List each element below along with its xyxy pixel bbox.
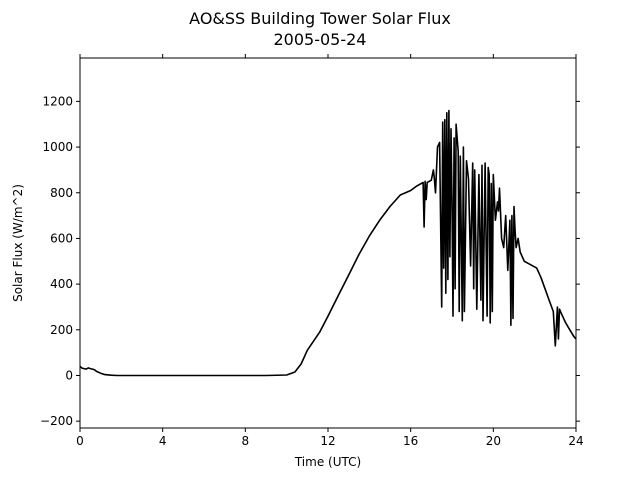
- y-tick-label: 800: [50, 186, 73, 200]
- y-axis-label: Solar Flux (W/m^2): [11, 184, 25, 302]
- axis-ticks: [76, 54, 580, 432]
- chart-subtitle: 2005-05-24: [274, 30, 367, 49]
- x-tick-label: 8: [242, 434, 250, 448]
- x-tick-label: 0: [76, 434, 84, 448]
- x-tick-label: 12: [320, 434, 335, 448]
- y-tick-label: 0: [65, 368, 73, 382]
- plot-frame: [79, 57, 577, 429]
- x-axis-label: Time (UTC): [294, 455, 361, 469]
- chart-title: AO&SS Building Tower Solar Flux: [189, 9, 451, 28]
- x-tick-label: 20: [486, 434, 501, 448]
- x-tick-label: 24: [568, 434, 583, 448]
- y-tick-label: 1000: [42, 140, 73, 154]
- y-tick-label: 1200: [42, 94, 73, 108]
- y-tick-label: −200: [40, 414, 73, 428]
- x-tick-label: 16: [403, 434, 418, 448]
- solar-flux-series-line: [80, 109, 576, 377]
- y-tick-label: 200: [50, 323, 73, 337]
- y-tick-label: 600: [50, 231, 73, 245]
- y-tick-label: 400: [50, 277, 73, 291]
- x-tick-label: 4: [159, 434, 167, 448]
